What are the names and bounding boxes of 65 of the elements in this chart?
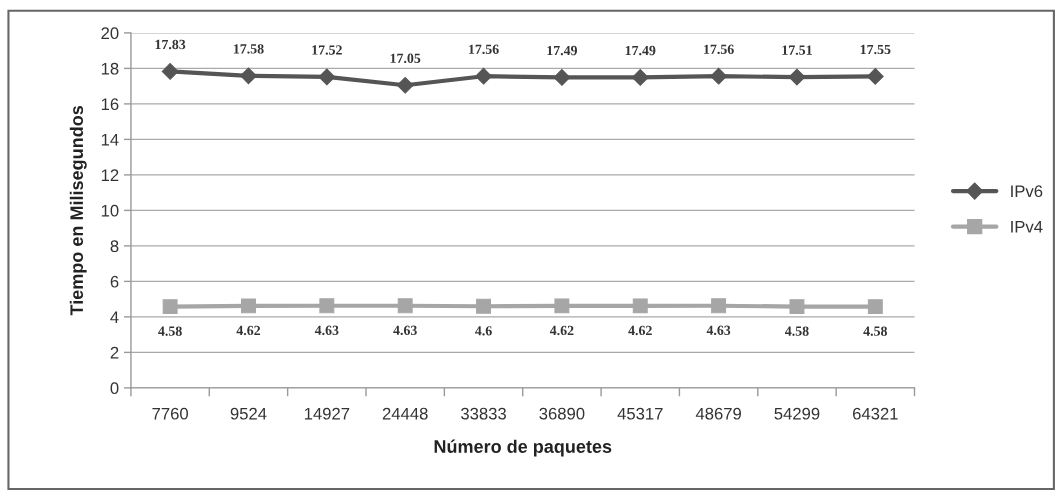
point [475,67,492,85]
y-tick-label: 16 [101,98,119,111]
y-tick-label: 18 [101,62,119,75]
point [631,69,649,86]
point [319,298,335,314]
point [162,299,178,315]
point [240,67,257,85]
point [476,298,492,314]
x-tick-label: 14927 [304,407,350,420]
y-tick-label: 14 [101,133,119,146]
data-label: 17.05 [390,53,421,64]
x-tick-label: 9524 [230,407,267,420]
x-tick-label: 45317 [617,407,663,420]
x-tick-label: 33833 [461,407,506,420]
point [866,68,884,85]
point [788,68,806,86]
point [711,298,727,314]
data-label: 17.83 [155,39,186,50]
y-tick-label: 2 [110,346,119,359]
data-label: 17.51 [782,45,812,55]
y-tick-label: 0 [110,382,119,395]
data-label: 17.56 [704,44,734,54]
data-label: 17.55 [860,44,891,55]
point [553,69,571,86]
x-axis-title: Número de paquetes [434,439,612,457]
data-label: 17.58 [233,44,264,54]
data-label: 17.49 [625,45,656,56]
y-tick-label: 10 [101,204,119,217]
data-label: 4.62 [236,325,261,336]
point [397,298,413,314]
x-tick-label: 7760 [152,407,189,420]
data-label: 4.63 [314,325,339,335]
point [867,299,883,315]
data-label: 17.49 [547,45,578,56]
point [318,68,336,86]
x-tick-label: 36890 [539,407,585,420]
data-label: 17.52 [312,45,342,55]
point [554,298,570,314]
legend-label: IPv4 [1011,221,1043,233]
y-tick-label: 4 [110,311,119,323]
y-tick-label: 20 [101,27,119,40]
data-label: 4.6 [475,326,492,336]
data-label: 4.58 [158,326,182,336]
x-tick-label: 48679 [695,407,741,420]
data-label: 17.56 [469,44,499,54]
x-tick-label: 24448 [382,407,428,420]
y-tick-label: 8 [110,240,119,253]
data-label: 4.63 [706,325,731,335]
point [396,76,414,94]
data-label: 4.58 [863,326,888,336]
x-tick-label: 54299 [774,407,820,420]
point [789,299,805,315]
y-axis-title: Tiempo en Milisegundos [69,105,87,316]
point [241,298,256,314]
data-label: 4.62 [549,325,574,336]
data-label: 4.58 [785,326,809,336]
y-tick-label: 6 [110,275,119,288]
point [710,67,727,85]
point [161,63,179,80]
legend-label: IPv6 [1011,185,1043,198]
x-tick-label: 64321 [852,407,898,420]
y-tick-label: 12 [101,169,119,181]
point [632,298,648,314]
data-label: 4.62 [628,325,652,336]
data-label: 4.63 [393,325,417,335]
